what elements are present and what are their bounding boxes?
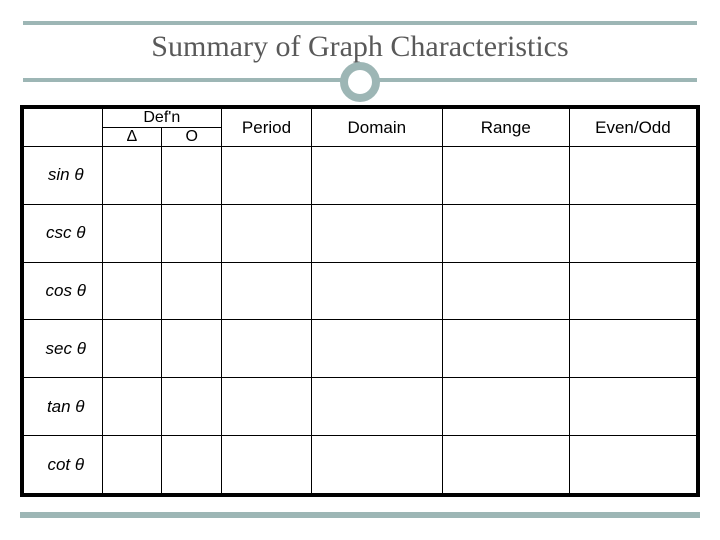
cell-range [442, 436, 569, 494]
table-row: tan θ [24, 378, 697, 436]
cell-period [222, 378, 312, 436]
fn-label: cos θ [24, 262, 103, 320]
cell-period [222, 262, 312, 320]
cell-domain [311, 204, 442, 262]
cell-range [442, 378, 569, 436]
cell-range [442, 262, 569, 320]
header-even-odd: Even/Odd [569, 109, 696, 147]
table-row: cos θ [24, 262, 697, 320]
characteristics-table-wrap: Def'n Period Domain Range Even/Odd ∆ О s… [20, 105, 700, 497]
fn-label: tan θ [24, 378, 103, 436]
table-row: sin θ [24, 147, 697, 205]
cell-o [162, 147, 222, 205]
cell-delta [102, 147, 162, 205]
cell-period [222, 320, 312, 378]
header-row-1: Def'n Period Domain Range Even/Odd [24, 109, 697, 128]
fn-label: sec θ [24, 320, 103, 378]
table-row: cot θ [24, 436, 697, 494]
cell-eo [569, 378, 696, 436]
bottom-rule [20, 512, 700, 518]
characteristics-table: Def'n Period Domain Range Even/Odd ∆ О s… [23, 108, 697, 494]
slide: Summary of Graph Characteristics Def'n P… [0, 0, 720, 540]
cell-delta [102, 262, 162, 320]
cell-o [162, 262, 222, 320]
title-rule-top [23, 21, 697, 25]
cell-eo [569, 147, 696, 205]
page-title: Summary of Graph Characteristics [0, 30, 720, 64]
cell-delta [102, 378, 162, 436]
header-defn-delta: ∆ [102, 128, 162, 147]
cell-eo [569, 436, 696, 494]
cell-delta [102, 436, 162, 494]
header-range: Range [442, 109, 569, 147]
header-domain: Domain [311, 109, 442, 147]
cell-eo [569, 320, 696, 378]
cell-o [162, 320, 222, 378]
fn-label: csc θ [24, 204, 103, 262]
header-period: Period [222, 109, 312, 147]
cell-domain [311, 320, 442, 378]
table-row: csc θ [24, 204, 697, 262]
cell-o [162, 436, 222, 494]
cell-range [442, 204, 569, 262]
cell-period [222, 204, 312, 262]
cell-delta [102, 320, 162, 378]
cell-range [442, 147, 569, 205]
ring-icon [340, 62, 380, 102]
cell-domain [311, 147, 442, 205]
cell-eo [569, 204, 696, 262]
header-blank [24, 109, 103, 147]
fn-label: sin θ [24, 147, 103, 205]
cell-domain [311, 262, 442, 320]
cell-o [162, 378, 222, 436]
cell-period [222, 436, 312, 494]
cell-domain [311, 378, 442, 436]
header-defn-o: О [162, 128, 222, 147]
cell-domain [311, 436, 442, 494]
cell-range [442, 320, 569, 378]
cell-period [222, 147, 312, 205]
fn-label: cot θ [24, 436, 103, 494]
cell-eo [569, 262, 696, 320]
cell-o [162, 204, 222, 262]
cell-delta [102, 204, 162, 262]
header-defn: Def'n [102, 109, 222, 128]
table-row: sec θ [24, 320, 697, 378]
